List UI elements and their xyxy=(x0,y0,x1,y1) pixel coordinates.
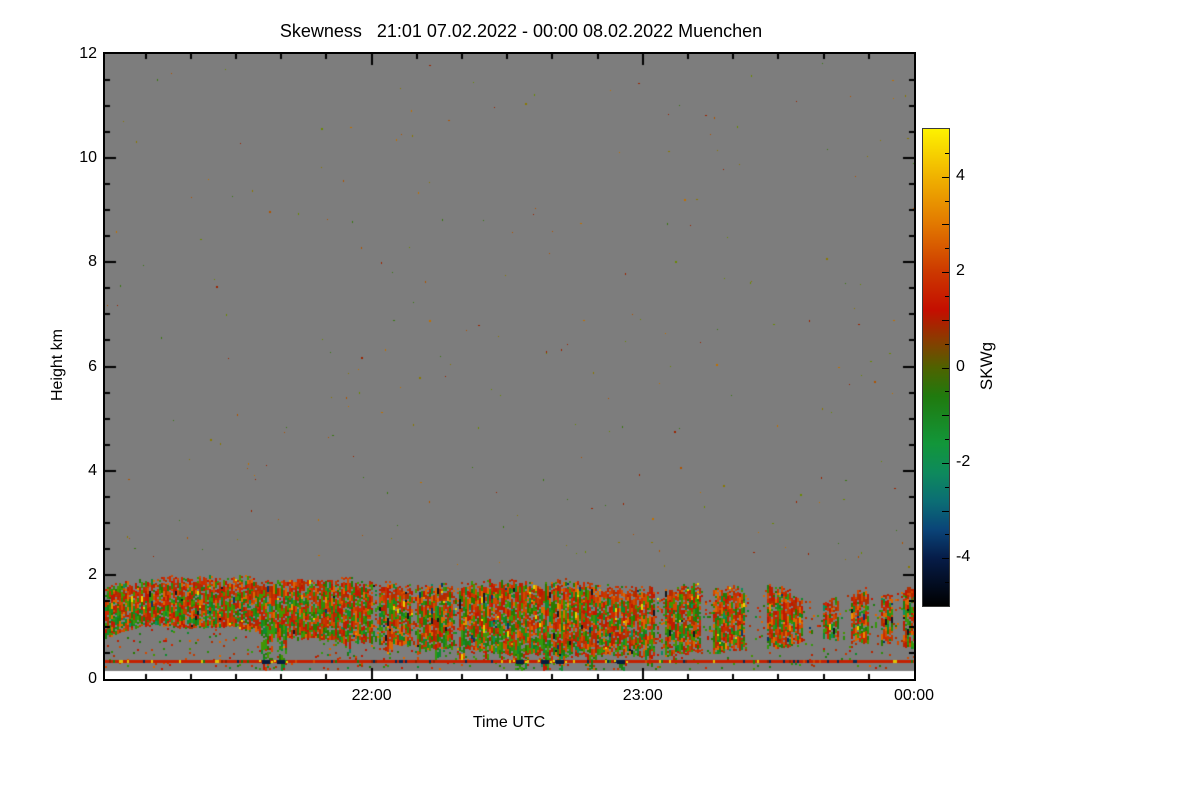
colorbar-tick xyxy=(945,248,949,250)
colorbar-label: SKWg xyxy=(977,341,996,391)
colorbar-tick-label: 0 xyxy=(956,357,965,375)
x-tick-label: 23:00 xyxy=(622,687,663,704)
colorbar-tick xyxy=(942,558,949,560)
y-tick-label: 6 xyxy=(88,357,97,375)
colorbar-tick xyxy=(942,367,949,369)
y-tick-label: 8 xyxy=(88,253,97,271)
colorbar-tick xyxy=(945,582,949,584)
colorbar-tick-label: -4 xyxy=(956,548,971,566)
colorbar-tick xyxy=(945,343,949,345)
colorbar-tick xyxy=(945,200,949,202)
colorbar-tick xyxy=(945,391,949,393)
y-tick-label: 0 xyxy=(88,670,97,687)
colorbar-tick xyxy=(945,534,949,536)
colorbar-tick xyxy=(945,486,949,488)
plot-area xyxy=(103,52,916,681)
colorbar-tick xyxy=(942,272,949,274)
heatmap-canvas xyxy=(105,54,914,679)
colorbar-tick-label: 4 xyxy=(956,166,965,184)
colorbar-tick xyxy=(945,295,949,297)
x-tick-label: 00:00 xyxy=(893,687,935,704)
colorbar-tick xyxy=(945,152,949,154)
colorbar-tick xyxy=(942,462,949,464)
x-axis-label: Time UTC xyxy=(472,714,546,731)
colorbar-tick xyxy=(942,415,949,417)
colorbar-tick xyxy=(942,319,949,321)
colorbar-tick-label: -2 xyxy=(956,452,971,470)
y-tick-label: 2 xyxy=(88,565,97,583)
colorbar-tick xyxy=(942,176,949,178)
x-tick-label: 22:00 xyxy=(351,687,392,704)
colorbar-tick xyxy=(942,510,949,512)
y-tick-label: 4 xyxy=(88,461,97,479)
plot-title: Skewness 21:01 07.02.2022 - 00:00 08.02.… xyxy=(279,21,763,41)
colorbar xyxy=(922,128,950,607)
colorbar-tick xyxy=(942,224,949,226)
colorbar-tick-label: 2 xyxy=(956,262,965,280)
y-tick-label: 10 xyxy=(79,149,97,167)
colorbar-tick xyxy=(945,439,949,441)
y-tick-label: 12 xyxy=(79,45,97,62)
